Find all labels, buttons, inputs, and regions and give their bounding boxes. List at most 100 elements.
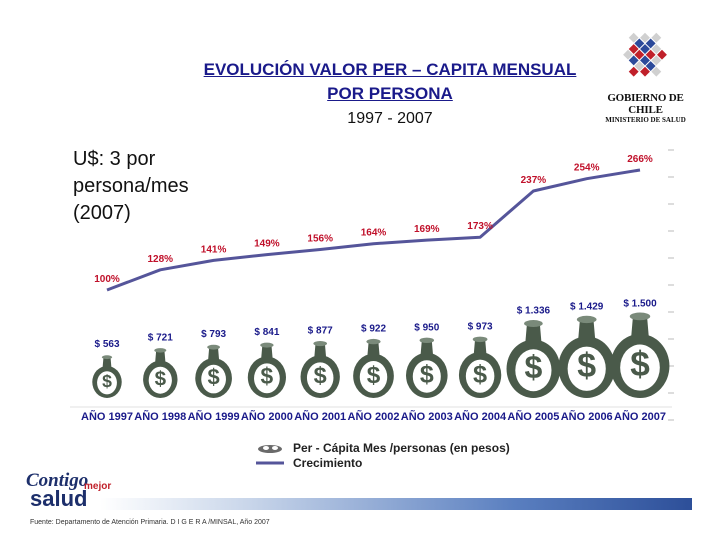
growth-label: 100%	[94, 274, 120, 285]
money-bag-face	[515, 349, 552, 392]
value-label: $ 563	[94, 339, 119, 350]
growth-label: 128%	[148, 254, 174, 265]
money-bag-top	[472, 336, 488, 343]
dollar-sign: $	[102, 371, 112, 391]
side-note: U$: 3 por persona/mes (2007)	[73, 146, 189, 227]
value-label: $ 841	[254, 327, 279, 338]
money-bag: $	[610, 312, 670, 398]
growth-label: 149%	[254, 239, 280, 250]
growth-label: 266%	[627, 154, 653, 165]
contigo-logo: Contigo mejor salud	[26, 470, 111, 511]
value-label: $ 973	[468, 321, 493, 332]
money-bag-top	[101, 355, 113, 360]
chart-title-line1: EVOLUCIÓN VALOR PER – CAPITA MENSUAL	[203, 60, 577, 79]
dollar-sign: $	[314, 362, 327, 388]
money-bag-face	[201, 364, 226, 394]
money-bag-top	[260, 342, 274, 348]
logo-sub: MINISTERIO DE SALUD	[605, 116, 686, 124]
money-bag-neck	[314, 343, 327, 359]
money-bag: $	[247, 342, 286, 398]
growth-line	[106, 168, 641, 292]
money-bag-top	[576, 315, 597, 324]
dollar-sign: $	[577, 347, 596, 385]
growth-label: 169%	[414, 224, 440, 235]
money-bag-neck	[367, 341, 380, 358]
category-label: AÑO 2004	[454, 410, 507, 423]
legend-label-bags: Per - Cápita Mes /personas (en pesos)	[293, 440, 510, 455]
money-bag-neck	[420, 340, 434, 357]
money-bag-neck	[473, 339, 487, 356]
contigo-text: Contigo	[26, 470, 89, 491]
chart-subtitle: 1997 - 2007	[347, 110, 433, 127]
money-bag-top	[366, 338, 381, 345]
money-bag-face	[148, 366, 172, 394]
money-bag: $	[143, 348, 178, 398]
money-bag-face	[359, 361, 388, 393]
money-bag-face	[412, 360, 441, 393]
logo-name: GOBIERNO DE CHILE	[607, 92, 684, 116]
category-label: AÑO 2000	[241, 410, 293, 423]
value-label: $ 1.429	[570, 301, 604, 312]
footer-bar	[100, 498, 692, 510]
growth-label: 173%	[467, 221, 493, 232]
dollar-sign: $	[208, 364, 220, 389]
money-bag-neck	[208, 347, 220, 362]
money-bag-neck	[261, 345, 273, 360]
side-note-line2: persona/mes	[73, 175, 189, 197]
money-bag-top	[419, 337, 435, 344]
category-label: AÑO 1997	[81, 410, 133, 423]
category-label: AÑO 2007	[614, 410, 666, 423]
money-bag-top	[154, 348, 167, 353]
dollar-sign: $	[630, 345, 650, 384]
growth-label: 156%	[307, 234, 333, 245]
money-bag-face	[254, 363, 280, 394]
money-bag-face	[567, 346, 606, 391]
value-label: $ 922	[361, 324, 386, 335]
category-label: AÑO 2005	[507, 410, 559, 423]
money-bag-top	[207, 344, 220, 350]
salud-text: salud	[30, 486, 88, 511]
money-bag-top	[629, 312, 651, 321]
money-bag-face	[465, 359, 495, 393]
dollar-sign: $	[420, 361, 434, 389]
legend: Per - Cápita Mes /personas (en pesos) Cr…	[255, 440, 510, 470]
money-bag: $	[353, 338, 394, 399]
money-bag: $	[506, 320, 561, 398]
money-bag: $	[195, 344, 232, 398]
side-note-line3: (2007)	[73, 202, 131, 224]
gobierno-logo-icon	[623, 32, 667, 77]
chart-title-line2: POR PERSONA	[327, 84, 453, 103]
dollar-sign: $	[524, 349, 542, 385]
money-bag-top	[313, 340, 328, 347]
value-label: $ 721	[148, 332, 173, 343]
category-label: AÑO 2006	[561, 410, 613, 423]
growth-label: 141%	[201, 244, 227, 255]
money-bag: $	[406, 337, 448, 398]
money-bag: $	[92, 355, 122, 398]
money-bag-face	[306, 362, 334, 394]
value-label: $ 877	[308, 326, 333, 337]
source-note: Fuente: Departamento de Atención Primari…	[30, 519, 270, 526]
money-bag: $	[558, 315, 616, 398]
category-label: AÑO 1999	[188, 410, 240, 423]
category-label: AÑO 2002	[348, 410, 400, 423]
dollar-sign: $	[367, 362, 381, 389]
legend-line-swatch-icon	[256, 461, 284, 464]
value-label: $ 1.500	[623, 298, 657, 309]
value-label: $ 950	[414, 322, 439, 333]
legend-item-growth: Crecimiento	[255, 455, 510, 470]
growth-label: 164%	[361, 228, 387, 239]
value-label: $ 1.336	[517, 306, 551, 317]
dollar-sign: $	[261, 363, 274, 389]
growth-label: 254%	[574, 163, 600, 174]
money-bag-neck	[631, 316, 649, 339]
money-bag: $	[458, 336, 502, 398]
dollar-sign: $	[155, 367, 167, 390]
money-bag-face	[97, 371, 117, 395]
category-label: AÑO 1998	[134, 410, 186, 423]
money-bag-neck	[525, 323, 542, 344]
money-bag-face	[620, 344, 660, 391]
growth-label: 237%	[521, 175, 547, 186]
money-bag-top	[524, 320, 543, 328]
